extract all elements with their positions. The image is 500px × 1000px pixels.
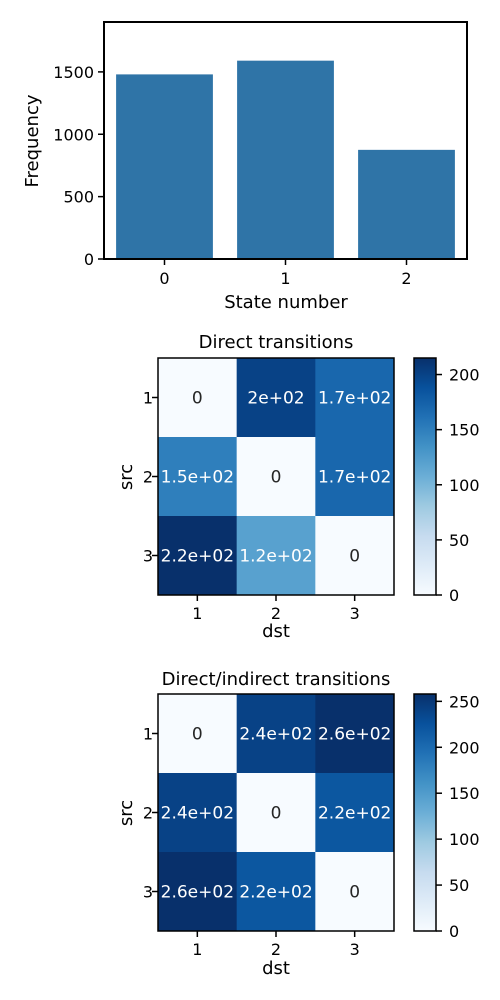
- heatmap-1-title: Direct transitions: [199, 332, 354, 353]
- bar-x-axis: 0 1 2: [159, 259, 412, 288]
- heatmap-cell: [236, 516, 316, 596]
- heatmap-2-x-axis-label: dst: [262, 958, 290, 979]
- colorbar-tick-label: 50: [449, 531, 469, 550]
- heatmap-1-cells: 0 2e+02 1.7e+02 1.5e+02 0 1.7e+02 2.2e+02 1.2e+…: [158, 358, 395, 596]
- heatmap-2-colorbar: 0 50 100 150 200 250: [413, 692, 480, 941]
- heatmap-cell: [236, 694, 316, 774]
- colorbar-tick-label: 50: [449, 876, 469, 895]
- bar-y-tick-label: 500: [63, 188, 94, 207]
- heatmap-x-tick-label: 2: [271, 604, 281, 623]
- heatmap-cell-label: 0: [271, 468, 282, 488]
- heatmap-cell-label: 2.2e+02: [318, 804, 391, 824]
- heatmap-cell: [158, 358, 238, 438]
- heatmap-x-tick-label: 1: [192, 604, 202, 623]
- heatmap-2-cells: 0 2.4e+02 2.6e+022.4e+02 0 2.2e+022.6e+02 2.2…: [158, 694, 395, 932]
- heatmap-1-x-axis-label: dst: [262, 621, 290, 642]
- direct-indirect-transitions-heatmap: Direct/indirect transitions 0 2.4e+02 2.6e…: [116, 669, 480, 979]
- colorbar-tick-label: 200: [449, 366, 480, 385]
- heatmap-cell-label: 2e+02: [247, 389, 304, 409]
- heatmap-cell-label: 0: [349, 883, 360, 903]
- heatmap-1-colorbar-ticks: 0 50 100 150 200: [436, 366, 480, 605]
- heatmap-cell-label: 0: [192, 389, 203, 409]
- heatmap-cell-label: 1.5e+02: [161, 468, 234, 488]
- bar-0: [116, 74, 213, 260]
- heatmap-2-axes: 1 2 3 1 2 3: [143, 725, 360, 960]
- heatmap-1-axes: 1 2 3 1 2 3: [143, 389, 360, 624]
- heatmap-x-tick-label: 3: [350, 940, 360, 959]
- heatmap-y-tick-label: 2: [143, 468, 153, 487]
- colorbar-tick-label: 200: [449, 738, 480, 757]
- heatmap-cell: [158, 437, 238, 517]
- heatmap-x-tick-label: 1: [192, 940, 202, 959]
- heatmap-cell-label: 2.2e+02: [239, 883, 312, 903]
- heatmap-y-tick-label: 2: [143, 804, 153, 823]
- bar-2: [358, 149, 455, 259]
- heatmap-2-title: Direct/indirect transitions: [162, 669, 391, 690]
- heatmap-cell-label: 2.4e+02: [161, 804, 234, 824]
- bar-y-axis: 0 500 1000 1500: [53, 63, 104, 269]
- direct-transitions-heatmap: Direct transitions 0 2e+02 1.7e+021.5e+02 0…: [116, 332, 480, 642]
- heatmap-cell: [315, 694, 395, 774]
- heatmap-y-tick-label: 1: [143, 725, 153, 744]
- bar-x-tick-label: 2: [401, 269, 411, 288]
- heatmap-y-tick-label: 3: [143, 547, 153, 566]
- colorbar-tick-label: 0: [449, 586, 459, 605]
- bar-chart: 0 500 1000 1500 0 1 2 State number Frequency: [22, 21, 468, 313]
- heatmap-cell: [315, 358, 395, 438]
- bar-series: [116, 60, 455, 260]
- heatmap-cell-label: 0: [271, 804, 282, 824]
- heatmap-cell-label: 1.7e+02: [318, 468, 391, 488]
- heatmap-cell-label: 1.7e+02: [318, 389, 391, 409]
- colorbar-tick-label: 0: [449, 922, 459, 941]
- heatmap-cell-label: 2.6e+02: [318, 725, 391, 745]
- colorbar-tick-label: 150: [449, 784, 480, 803]
- heatmap-1-colorbar: 0 50 100 150 200: [413, 357, 480, 605]
- heatmap-cell-label: 1.2e+02: [239, 547, 312, 567]
- heatmap-cell: [315, 516, 395, 596]
- heatmap-cell: [236, 358, 316, 438]
- heatmap-cell: [315, 773, 395, 853]
- heatmap-cell: [158, 773, 238, 853]
- heatmap-cell-label: 2.4e+02: [239, 725, 312, 745]
- heatmap-cell: [236, 773, 316, 853]
- heatmap-1-colorbar-gradient: [413, 357, 437, 596]
- heatmap-y-tick-label: 1: [143, 389, 153, 408]
- bar-1: [237, 60, 334, 259]
- heatmap-cell-label: 2.6e+02: [161, 883, 234, 903]
- heatmap-x-tick-label: 3: [350, 604, 360, 623]
- heatmap-cell: [158, 852, 238, 932]
- heatmap-cell-label: 0: [349, 547, 360, 567]
- heatmap-2-colorbar-ticks: 0 50 100 150 200 250: [436, 692, 480, 941]
- bar-y-tick-label: 0: [84, 250, 94, 269]
- heatmap-y-tick-label: 3: [143, 883, 153, 902]
- heatmap-2-y-axis-label: src: [116, 800, 137, 826]
- colorbar-tick-label: 150: [449, 421, 480, 440]
- colorbar-tick-label: 100: [449, 830, 480, 849]
- bar-x-axis-label: State number: [224, 292, 348, 313]
- heatmap-1-y-axis-label: src: [116, 464, 137, 490]
- colorbar-tick-label: 250: [449, 692, 480, 711]
- heatmap-cell: [236, 437, 316, 517]
- heatmap-cell-label: 2.2e+02: [161, 547, 234, 567]
- heatmap-cell: [236, 852, 316, 932]
- heatmap-cell: [158, 694, 238, 774]
- heatmap-cell: [158, 516, 238, 596]
- bar-y-tick-label: 1000: [53, 125, 94, 144]
- bar-x-tick-label: 1: [280, 269, 290, 288]
- heatmap-cell: [315, 437, 395, 517]
- heatmap-2-colorbar-gradient: [413, 693, 437, 932]
- bar-y-tick-label: 1500: [53, 63, 94, 82]
- bar-y-axis-label: Frequency: [22, 94, 43, 187]
- heatmap-x-tick-label: 2: [271, 940, 281, 959]
- heatmap-cell: [315, 852, 395, 932]
- heatmap-cell-label: 0: [192, 725, 203, 745]
- bar-x-tick-label: 0: [159, 269, 169, 288]
- colorbar-tick-label: 100: [449, 476, 480, 495]
